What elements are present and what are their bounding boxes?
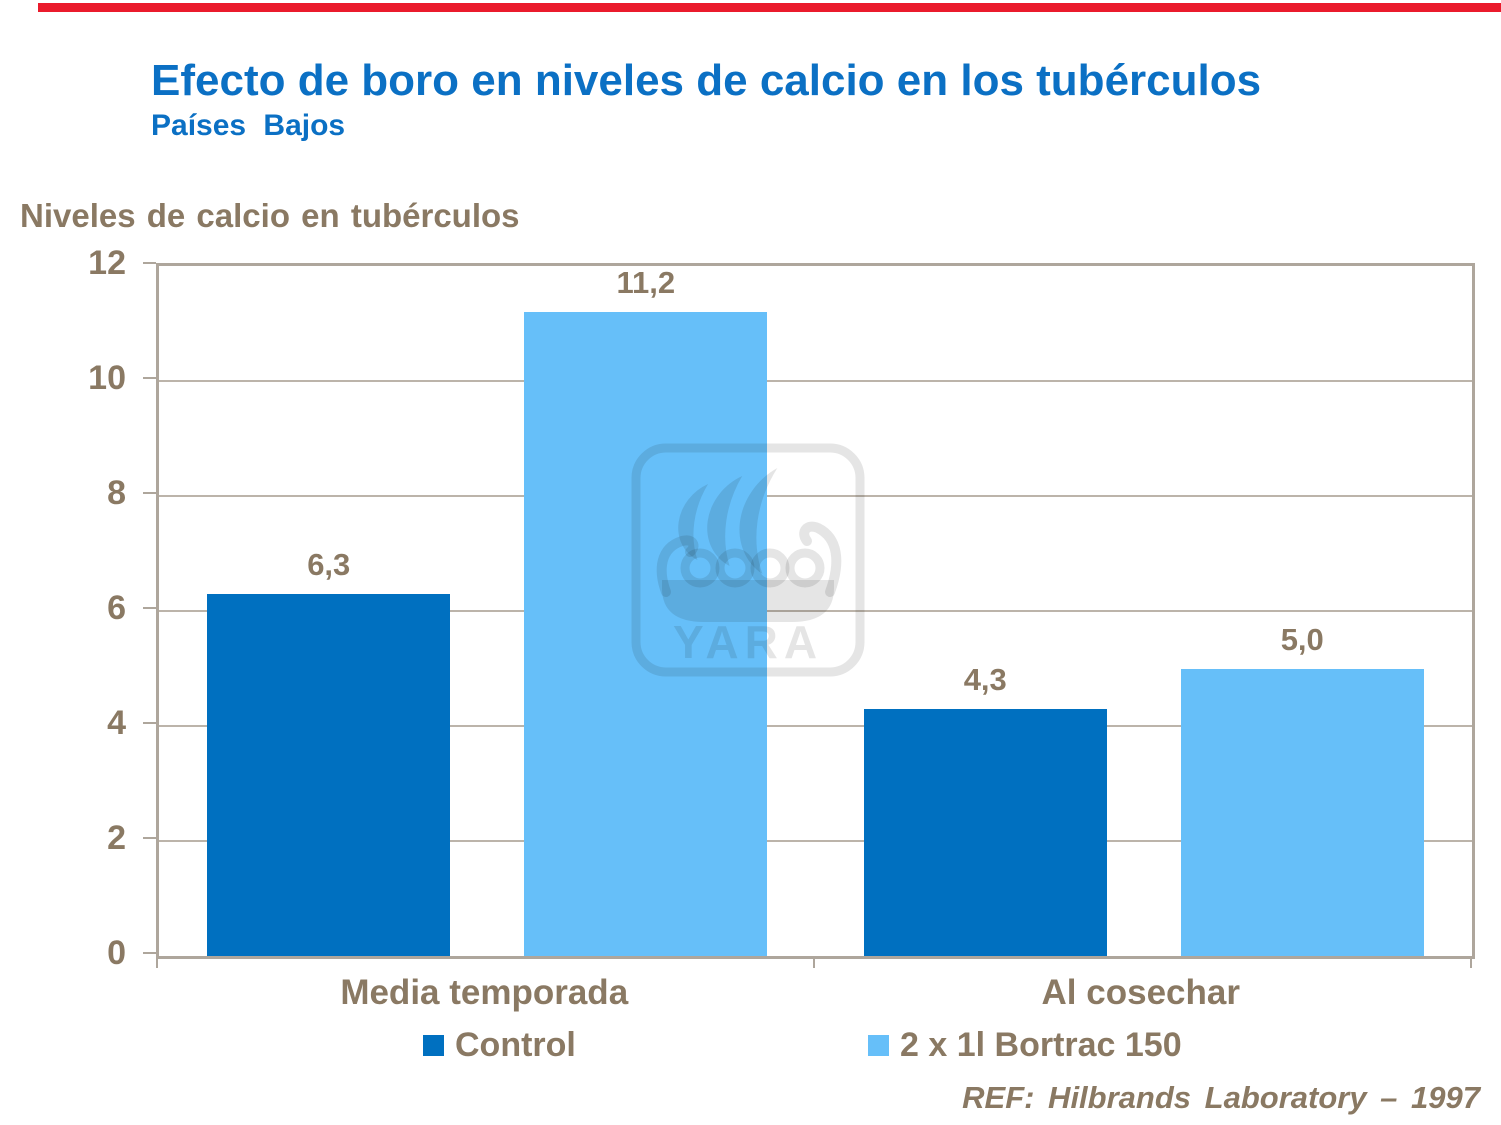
ytick-label-8: 8 — [107, 474, 126, 512]
ytick-label-2: 2 — [107, 819, 126, 857]
ytick-mark-4 — [143, 722, 156, 724]
data-label: 4,3 — [963, 661, 1007, 697]
gridline-y6 — [159, 610, 1472, 612]
ytick-mark-8 — [143, 492, 156, 494]
legend-swatch-1 — [868, 1035, 889, 1056]
ytick-mark-6 — [143, 607, 156, 609]
ytick-mark-10 — [143, 377, 156, 379]
plot-area: 6,3 11,2 4,3 5,0 — [156, 263, 1475, 959]
ytick-label-6: 6 — [107, 589, 126, 627]
bar-al-cosechar-s1 — [1180, 668, 1424, 956]
gridline-y10 — [159, 380, 1472, 382]
xtick-mark-2 — [1470, 956, 1472, 968]
legend-item-1: 2 x 1l Bortrac 150 — [868, 1028, 1182, 1062]
xtick-mark-0 — [156, 956, 158, 968]
ytick-mark-0 — [143, 952, 156, 954]
legend-item-0: Control — [423, 1028, 576, 1062]
category-label-1: Al cosechar — [1041, 973, 1240, 1012]
bar-media-temporada-s0 — [207, 593, 451, 956]
page-title: Efecto de boro en niveles de calcio en l… — [151, 56, 1262, 105]
data-label: 11,2 — [616, 265, 676, 300]
ytick-label-12: 12 — [88, 244, 126, 282]
y-axis-title: Niveles de calcio en tubérculos — [20, 197, 520, 234]
data-label: 6,3 — [307, 546, 351, 582]
ytick-label-0: 0 — [107, 934, 126, 972]
category-label-0: Media temporada — [340, 973, 629, 1012]
gridline-y8 — [159, 495, 1472, 497]
xtick-mark-1 — [812, 956, 815, 968]
data-label: 5,0 — [1280, 621, 1324, 657]
bar-al-cosechar-s0 — [863, 708, 1107, 956]
ytick-label-4: 4 — [107, 704, 126, 742]
ytick-mark-2 — [143, 837, 156, 839]
bar-media-temporada-s1 — [524, 312, 768, 956]
reference-note: REF: Hilbrands Laboratory – 1997 — [962, 1080, 1480, 1115]
legend-label-1: 2 x 1l Bortrac 150 — [900, 1026, 1182, 1064]
page-subtitle: Países Bajos — [151, 109, 346, 142]
legend-swatch-0 — [423, 1035, 444, 1056]
ytick-label-10: 10 — [88, 359, 126, 397]
legend-label-0: Control — [455, 1026, 576, 1064]
red-accent-bar — [38, 3, 1501, 12]
ytick-mark-12 — [143, 262, 156, 264]
gridline-y2 — [159, 840, 1472, 842]
gridline-y4 — [159, 725, 1472, 727]
